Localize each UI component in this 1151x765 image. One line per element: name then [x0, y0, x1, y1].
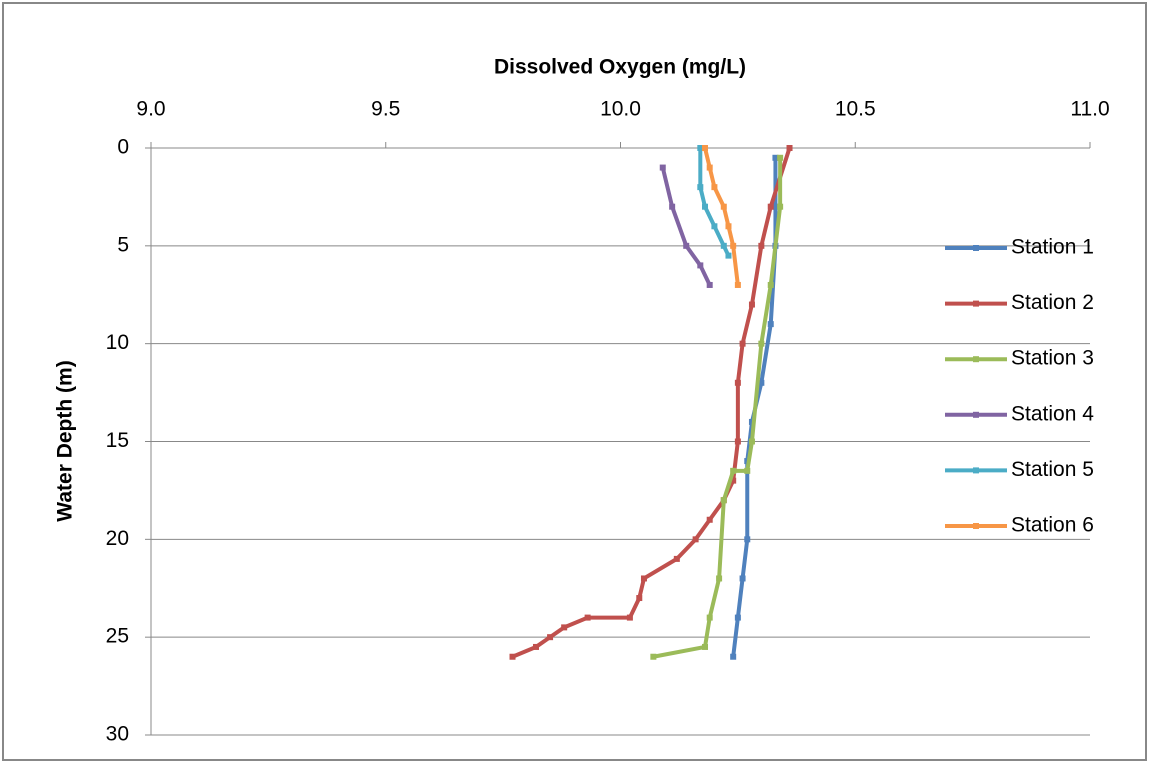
data-point: [739, 340, 746, 347]
data-point: [777, 154, 784, 161]
legend-label: Station 2: [1011, 291, 1094, 314]
legend-marker: [973, 300, 979, 307]
legend-label: Station 5: [1011, 458, 1094, 481]
data-point: [748, 301, 755, 308]
y-tick-label: 15: [106, 429, 129, 452]
data-point: [697, 262, 704, 269]
data-point: [706, 164, 713, 171]
data-point: [777, 203, 784, 210]
data-point: [725, 252, 732, 259]
data-point: [702, 643, 709, 650]
data-point: [532, 643, 539, 650]
data-point: [758, 242, 765, 249]
data-point: [730, 467, 737, 474]
legend-label: Station 4: [1011, 402, 1094, 425]
y-tick-label: 5: [117, 233, 129, 256]
chart-title: Dissolved Oxygen (mg/L): [494, 56, 746, 79]
data-point: [683, 242, 690, 249]
y-axis-label: Water Depth (m): [54, 360, 77, 521]
series-line: [652, 157, 783, 659]
data-point: [730, 653, 737, 660]
data-point: [509, 653, 516, 660]
x-tick-label: 10.5: [835, 98, 876, 121]
data-point: [772, 203, 779, 210]
legend-marker: [973, 523, 979, 529]
data-point: [702, 203, 709, 210]
data-point: [706, 281, 713, 288]
data-point: [734, 379, 741, 386]
legend-label: Station 1: [1011, 236, 1094, 259]
data-point: [739, 575, 746, 582]
data-point: [734, 614, 741, 621]
data-point: [547, 634, 554, 641]
x-tick-label: 9.5: [371, 98, 400, 121]
data-point: [767, 281, 774, 288]
data-point: [767, 321, 774, 328]
data-point: [744, 467, 751, 474]
data-point: [730, 477, 737, 484]
data-point: [640, 575, 647, 582]
legend-marker: [973, 411, 979, 418]
data-point: [744, 536, 751, 543]
data-point: [659, 164, 666, 171]
data-point: [734, 281, 741, 288]
data-point: [706, 614, 713, 621]
legend-marker: [973, 356, 979, 363]
data-point: [626, 614, 633, 621]
data-point: [748, 438, 755, 445]
data-point: [720, 203, 727, 210]
y-tick-label: 10: [106, 331, 129, 354]
series-line: [511, 147, 792, 659]
data-point: [706, 516, 713, 523]
x-tick-label: 11.0: [1070, 98, 1109, 121]
legend-marker: [973, 245, 979, 251]
data-point: [561, 624, 568, 631]
data-point: [767, 203, 774, 210]
data-point: [702, 145, 709, 151]
x-tick-label: 9.0: [136, 98, 165, 121]
data-point: [725, 223, 732, 230]
data-point: [692, 536, 699, 543]
data-point: [650, 653, 657, 660]
legend-label: Station 3: [1011, 347, 1094, 370]
data-point: [772, 154, 779, 161]
data-point: [758, 379, 765, 386]
y-tick-label: 20: [106, 527, 129, 550]
data-point: [734, 438, 741, 445]
data-point: [711, 184, 718, 191]
data-point: [636, 595, 643, 602]
x-tick-label: 10.0: [600, 98, 641, 121]
y-tick-label: 25: [106, 625, 129, 648]
y-tick-label: 30: [106, 723, 129, 746]
data-point: [720, 242, 727, 249]
data-point: [697, 184, 704, 191]
data-point: [669, 203, 676, 210]
data-point: [584, 614, 591, 621]
y-tick-label: 0: [117, 136, 129, 159]
data-point: [720, 497, 727, 504]
data-point: [716, 575, 723, 582]
data-point: [758, 340, 765, 347]
data-point: [673, 555, 680, 562]
legend-marker: [973, 467, 979, 474]
legend-label: Station 6: [1011, 514, 1094, 537]
data-point: [730, 242, 737, 249]
data-point: [711, 223, 718, 230]
data-point: [697, 145, 704, 151]
data-point: [786, 145, 793, 151]
